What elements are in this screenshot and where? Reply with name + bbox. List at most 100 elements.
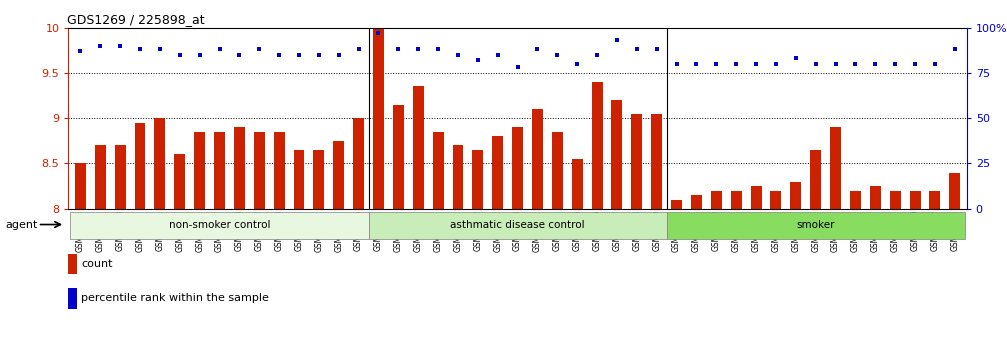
Bar xyxy=(572,159,583,345)
Text: smoker: smoker xyxy=(797,219,835,229)
Bar xyxy=(353,118,365,345)
Bar xyxy=(611,100,622,345)
Point xyxy=(689,61,705,67)
Point xyxy=(470,57,486,63)
Text: percentile rank within the sample: percentile rank within the sample xyxy=(81,294,269,303)
Bar xyxy=(174,155,185,345)
Point xyxy=(549,52,565,58)
Bar xyxy=(293,150,304,345)
Point xyxy=(330,52,346,58)
Point xyxy=(350,47,367,52)
Point xyxy=(391,47,407,52)
FancyBboxPatch shape xyxy=(70,211,369,239)
Bar xyxy=(154,118,165,345)
Bar xyxy=(592,82,602,345)
Text: agent: agent xyxy=(5,219,38,229)
Point xyxy=(291,52,307,58)
Point xyxy=(251,47,267,52)
Point xyxy=(748,61,764,67)
Text: GDS1269 / 225898_at: GDS1269 / 225898_at xyxy=(66,13,204,27)
Point xyxy=(669,61,685,67)
Bar xyxy=(373,28,384,345)
Point xyxy=(73,48,89,54)
Bar xyxy=(731,191,742,345)
Point xyxy=(847,61,863,67)
Bar xyxy=(492,136,504,345)
Point xyxy=(191,52,207,58)
Bar xyxy=(929,191,941,345)
Bar xyxy=(135,123,145,345)
Bar xyxy=(194,132,205,345)
Point xyxy=(152,47,168,52)
Bar xyxy=(393,105,404,345)
Bar xyxy=(214,132,225,345)
Bar xyxy=(75,164,86,345)
Point xyxy=(271,52,287,58)
Point xyxy=(708,61,724,67)
Bar xyxy=(95,145,106,345)
Bar xyxy=(68,254,77,274)
Point xyxy=(649,47,665,52)
Bar xyxy=(631,114,642,345)
Bar xyxy=(115,145,126,345)
Bar xyxy=(790,181,802,345)
Point xyxy=(311,52,327,58)
Point xyxy=(808,61,824,67)
Bar xyxy=(850,191,861,345)
Bar xyxy=(313,150,324,345)
Point xyxy=(589,52,605,58)
Bar xyxy=(472,150,483,345)
Point xyxy=(569,61,585,67)
Point xyxy=(410,47,426,52)
Text: count: count xyxy=(81,259,113,269)
Point xyxy=(867,61,883,67)
Bar xyxy=(254,132,265,345)
Point xyxy=(450,52,466,58)
Point xyxy=(728,61,744,67)
Point xyxy=(510,65,526,70)
Bar xyxy=(532,109,543,345)
Bar xyxy=(513,127,523,345)
FancyBboxPatch shape xyxy=(369,211,667,239)
Point xyxy=(887,61,903,67)
Point xyxy=(628,47,644,52)
Point xyxy=(489,52,506,58)
Point xyxy=(609,38,625,43)
Bar xyxy=(750,186,761,345)
Text: non-smoker control: non-smoker control xyxy=(169,219,270,229)
Text: asthmatic disease control: asthmatic disease control xyxy=(450,219,585,229)
Point xyxy=(947,47,963,52)
Bar xyxy=(691,195,702,345)
Point xyxy=(172,52,188,58)
Point xyxy=(768,61,784,67)
Point xyxy=(93,43,109,48)
Bar xyxy=(652,114,663,345)
Point xyxy=(371,30,387,36)
Bar xyxy=(950,172,961,345)
Point xyxy=(828,61,844,67)
FancyBboxPatch shape xyxy=(667,211,965,239)
Bar xyxy=(671,200,682,345)
Bar xyxy=(830,127,841,345)
Bar xyxy=(413,87,424,345)
Point xyxy=(530,47,546,52)
Bar xyxy=(870,186,881,345)
Point xyxy=(132,47,148,52)
Bar xyxy=(274,132,285,345)
Bar xyxy=(770,191,781,345)
Point xyxy=(232,52,248,58)
Bar xyxy=(68,288,77,309)
Bar xyxy=(552,132,563,345)
Bar xyxy=(909,191,920,345)
Bar xyxy=(452,145,463,345)
Bar xyxy=(333,141,344,345)
Bar xyxy=(890,191,900,345)
Bar xyxy=(711,191,722,345)
Bar xyxy=(811,150,821,345)
Point xyxy=(112,43,128,48)
Point xyxy=(926,61,943,67)
Point xyxy=(430,47,446,52)
Bar xyxy=(234,127,245,345)
Point xyxy=(787,56,804,61)
Point xyxy=(907,61,923,67)
